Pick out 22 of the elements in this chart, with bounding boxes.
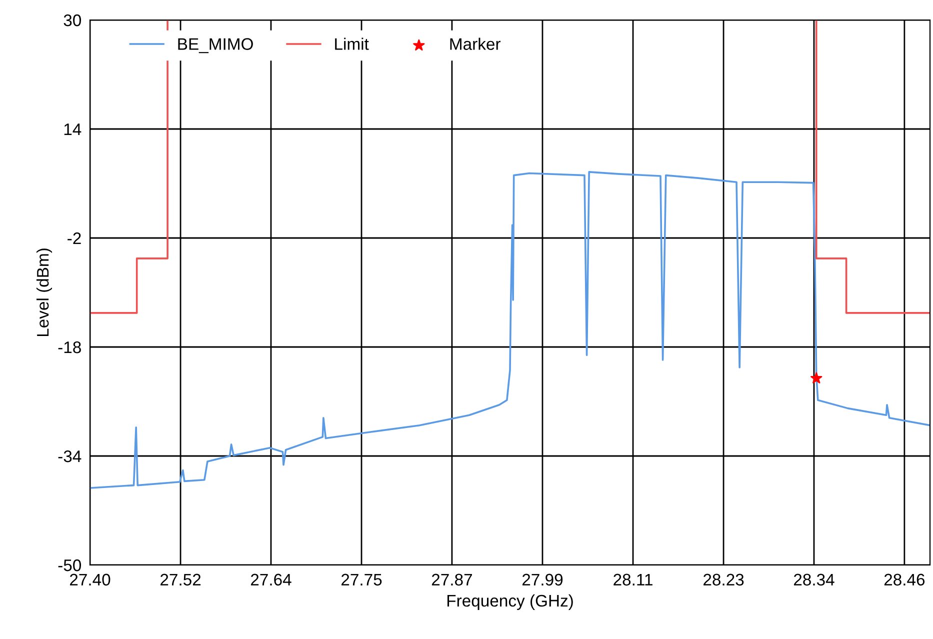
x-tick-label: 27.52 [160,574,201,586]
y-tick-label: 14 [64,124,82,136]
x-axis-title: Frequency (GHz) [447,594,573,610]
y-tick-label: 30 [64,14,82,26]
y-tick-label: -2 [68,232,81,244]
x-tick-label: 27.87 [432,574,472,586]
legend-label: Marker [450,38,500,50]
x-tick-label: 28.23 [704,574,744,586]
x-tick-label: 27.99 [522,574,563,586]
x-tick-label: 28.11 [614,574,652,586]
legend-label: Limit [335,38,369,50]
y-tick-label: -50 [58,559,82,572]
y-tick-label: -34 [58,450,82,462]
x-tick-label: 28.46 [884,574,925,586]
y-tick-label: -18 [58,341,81,354]
x-tick-label: 27.40 [70,574,110,586]
x-tick-label: 27.64 [250,574,292,586]
legend-label: BE_MIMO [178,38,253,54]
line-series [90,171,930,489]
x-tick-label: 28.34 [794,574,834,586]
y-axis-title: Level (dBm) [36,248,52,336]
x-tick-label: 27.75 [341,574,382,586]
